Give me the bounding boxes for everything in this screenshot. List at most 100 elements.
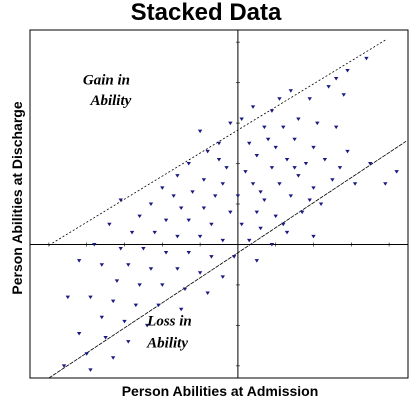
chart-title: Stacked Data: [130, 0, 282, 26]
data-point: [311, 234, 316, 239]
data-point: [205, 291, 210, 296]
data-point: [311, 186, 316, 190]
data-point: [277, 182, 282, 186]
data-point: [345, 149, 350, 154]
data-point: [175, 267, 180, 271]
data-point: [247, 238, 252, 243]
data-point: [303, 162, 309, 166]
data-point: [318, 202, 324, 206]
data-point: [216, 141, 222, 146]
data-point: [76, 331, 82, 336]
data-point: [250, 105, 256, 109]
data-point: [186, 218, 191, 223]
data-point: [296, 174, 301, 178]
data-point: [250, 182, 256, 186]
data-point: [103, 336, 108, 340]
data-point: [201, 178, 207, 182]
data-point: [243, 170, 248, 174]
data-point: [299, 210, 305, 215]
data-point: [99, 263, 105, 267]
data-point: [126, 263, 131, 267]
reference-line-lower: [48, 140, 407, 379]
data-point: [394, 170, 399, 174]
x-axis-label: Person Abilities at Admission: [121, 383, 319, 399]
data-point: [269, 166, 275, 170]
data-point: [148, 267, 154, 271]
data-point: [88, 295, 93, 300]
data-point: [345, 68, 350, 73]
data-point: [269, 242, 275, 247]
data-point: [288, 89, 294, 93]
data-point: [88, 368, 93, 372]
data-point: [186, 251, 191, 255]
data-point: [213, 194, 218, 198]
data-point: [235, 194, 241, 198]
data-point: [186, 162, 191, 166]
data-point: [126, 340, 131, 344]
data-point: [322, 157, 328, 162]
y-axis-label: Person Abilities at Discharge: [9, 101, 25, 295]
axes-group: [30, 30, 408, 378]
data-point: [333, 77, 339, 81]
data-point: [281, 222, 286, 227]
data-point: [175, 234, 180, 239]
data-point: [216, 157, 222, 162]
data-point: [368, 162, 373, 166]
data-point: [288, 194, 294, 198]
data-point: [273, 145, 278, 150]
data-point: [122, 319, 127, 324]
data-point: [65, 295, 70, 300]
data-point: [228, 121, 233, 126]
data-point: [254, 153, 259, 158]
annotation-text: Ability: [89, 93, 131, 109]
data-point: [258, 190, 263, 194]
data-point: [197, 234, 203, 239]
data-point: [99, 315, 105, 320]
data-point: [341, 93, 346, 97]
data-point: [277, 97, 282, 101]
data-point: [171, 194, 176, 198]
data-point: [209, 222, 214, 227]
annotations-group: Gain in Ability Loss in Ability: [83, 73, 192, 352]
data-point: [84, 352, 89, 356]
data-point: [160, 186, 165, 190]
reference-lines: [48, 39, 407, 379]
annotation-text: Ability: [146, 336, 188, 352]
data-point: [197, 271, 203, 275]
data-point: [281, 125, 286, 130]
data-point: [76, 259, 82, 263]
plot-area: [29, 29, 409, 379]
data-point: [284, 230, 290, 235]
data-point: [209, 255, 214, 259]
data-point: [292, 137, 297, 142]
annotation-text: Loss in: [146, 313, 192, 329]
data-point: [333, 125, 339, 130]
data-point: [239, 222, 244, 227]
data-point: [114, 279, 120, 283]
data-point: [247, 141, 252, 146]
data-point: [262, 198, 267, 202]
data-point: [307, 198, 312, 202]
data-point: [269, 109, 275, 113]
data-point: [137, 283, 142, 287]
data-point: [262, 125, 267, 130]
data-point: [201, 206, 207, 211]
data-point: [141, 247, 146, 251]
data-point: [224, 166, 229, 170]
data-point: [315, 121, 320, 126]
annotation-text: Gain in: [83, 73, 130, 89]
data-point: [152, 230, 157, 235]
data-point: [292, 166, 297, 170]
data-point: [352, 182, 358, 186]
data-point: [163, 218, 169, 223]
data-point: [273, 214, 278, 219]
data-point: [254, 259, 259, 263]
data-point: [118, 247, 123, 251]
data-point: [205, 149, 210, 154]
data-point: [231, 255, 237, 259]
data-point: [182, 287, 188, 291]
data-point: [296, 117, 301, 122]
data-point: [160, 283, 165, 287]
data-point: [148, 202, 154, 206]
